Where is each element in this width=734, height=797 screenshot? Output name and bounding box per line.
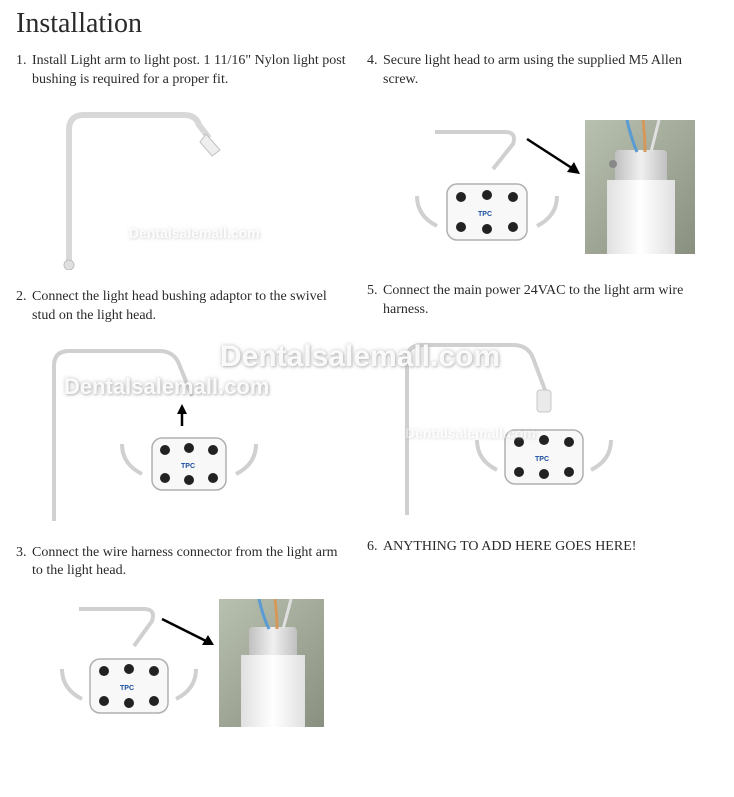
step-4-num: 4. xyxy=(367,52,383,90)
figure-4-photo xyxy=(585,120,695,254)
figure-3-svg: TPC xyxy=(34,591,214,736)
figure-5: TPC Dentalsalemall.com xyxy=(385,330,645,520)
lamp-brand: TPC xyxy=(181,463,195,470)
right-column: 4. Secure light head to arm using the su… xyxy=(367,52,718,754)
content-columns: 1. Install Light arm to light post. 1 11… xyxy=(0,52,734,754)
step-2-text: Connect the light head bushing adaptor t… xyxy=(32,288,351,326)
figure-1: Dentalsalemall.com xyxy=(34,100,254,270)
step-3: 3. Connect the wire harness connector fr… xyxy=(16,544,351,737)
step-4-text: Secure light head to arm using the suppl… xyxy=(383,52,702,90)
figure-2-svg: TPC xyxy=(34,336,294,526)
step-6-num: 6. xyxy=(367,538,383,557)
figure-3: TPC xyxy=(34,591,324,736)
figure-1-svg xyxy=(34,100,254,270)
figure-3-photo xyxy=(219,599,324,727)
step-1: 1. Install Light arm to light post. 1 11… xyxy=(16,52,351,270)
step-2-num: 2. xyxy=(16,288,32,326)
figure-4-svg: TPC xyxy=(385,114,580,264)
step-2: 2. Connect the light head bushing adapto… xyxy=(16,288,351,526)
step-3-text: Connect the wire harness connector from … xyxy=(32,544,351,582)
figure-2: TPC Dentalsalemall.com xyxy=(34,336,294,526)
figure-5-svg: TPC xyxy=(385,330,645,520)
left-column: 1. Install Light arm to light post. 1 11… xyxy=(16,52,367,754)
lamp-brand: TPC xyxy=(120,685,134,692)
step-5-text: Connect the main power 24VAC to the ligh… xyxy=(383,282,702,320)
step-1-text: Install Light arm to light post. 1 11/16… xyxy=(32,52,351,90)
step-3-num: 3. xyxy=(16,544,32,582)
lamp-brand: TPC xyxy=(478,211,492,218)
page-title: Installation xyxy=(0,0,734,52)
step-1-num: 1. xyxy=(16,52,32,90)
lamp-brand: TPC xyxy=(535,456,549,463)
figure-4: TPC xyxy=(385,114,695,264)
step-6-text: ANYTHING TO ADD HERE GOES HERE! xyxy=(383,538,702,557)
step-6: 6. ANYTHING TO ADD HERE GOES HERE! xyxy=(367,538,702,557)
step-4: 4. Secure light head to arm using the su… xyxy=(367,52,702,264)
step-5: 5. Connect the main power 24VAC to the l… xyxy=(367,282,702,520)
step-5-num: 5. xyxy=(367,282,383,320)
